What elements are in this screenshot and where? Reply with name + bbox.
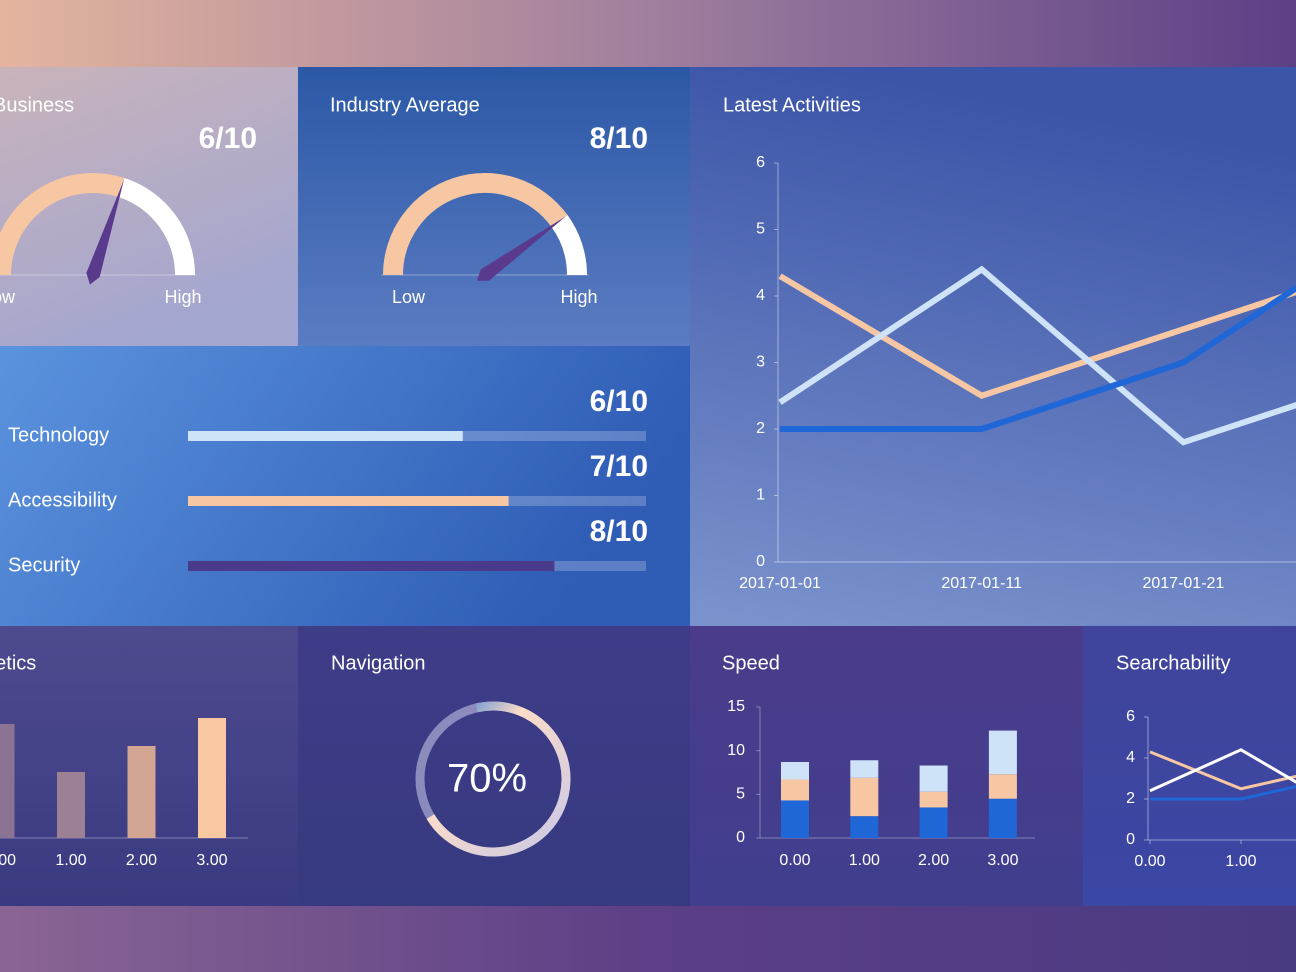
bar-segment: [850, 777, 879, 817]
panel-title: Latest Activities: [723, 94, 861, 116]
panel-title: Aesthetics: [0, 652, 36, 674]
bar-segment: [850, 760, 879, 778]
value-label: 8/10: [590, 122, 648, 155]
y-tick-label: 4: [756, 287, 765, 304]
panel-speed: Speed 0 5 10 15 0.00 1.00 2.00 3.00: [690, 626, 1083, 906]
gauge-track: [118, 177, 195, 276]
value-label: 70%: [447, 757, 527, 801]
panel-progress: Technology 6/10 Accessibility 7/10 Security 8…: [0, 346, 690, 626]
min-label: Low: [392, 287, 426, 307]
x-tick-label: 1.00: [1225, 853, 1256, 870]
x-tick-label: 2.00: [918, 852, 949, 869]
background-top: [0, 0, 1296, 67]
y-tick-label: 4: [1126, 749, 1135, 766]
y-tick-label: 15: [727, 698, 745, 715]
y-tick-label: 2: [1126, 790, 1135, 807]
max-label: High: [164, 287, 201, 307]
background-bottom: [0, 906, 1296, 972]
series-line: [1149, 748, 1296, 793]
progress-bar: [188, 561, 555, 571]
y-tick-label: 1: [756, 487, 765, 504]
x-tick-label: 3.00: [196, 852, 227, 869]
y-tick-label: 0: [1126, 831, 1135, 848]
value-label: 8/10: [590, 515, 648, 548]
x-tick-label: 2.00: [126, 852, 157, 869]
x-tick-label: 2017-01-21: [1142, 575, 1224, 592]
x-tick-label: 2017-01-01: [739, 575, 821, 592]
category-label: Technology: [8, 424, 109, 446]
bar: [57, 772, 85, 838]
bar-segment: [781, 762, 809, 780]
panel-industry: Industry Average 8/10 Low High: [298, 67, 690, 346]
progress-bar: [188, 431, 463, 441]
gauge-needle: [86, 179, 124, 285]
bar-segment: [988, 730, 1017, 775]
panel-bg: [298, 67, 690, 346]
bar-segment: [919, 791, 948, 808]
panel-bg: [0, 346, 690, 626]
series-line: [778, 265, 1296, 446]
progress-bar: [188, 496, 509, 506]
gauge-track: [551, 215, 587, 276]
series-line: [780, 284, 1296, 432]
panel-searchability: Searchability 0 2 4 6 0.00 1.00: [1083, 626, 1296, 906]
panel-navigation: Navigation 70%: [298, 626, 690, 906]
y-tick-label: 10: [727, 742, 745, 759]
x-tick-label: 1.00: [849, 852, 880, 869]
bar-segment: [919, 807, 948, 838]
x-tick-label: 3.00: [987, 852, 1018, 869]
bar-segment: [781, 800, 809, 838]
y-tick-label: 0: [736, 829, 745, 846]
category-label: Accessibility: [8, 489, 117, 511]
panel-title: Speed: [722, 652, 780, 674]
y-tick-label: 5: [736, 786, 745, 803]
bar-segment: [781, 779, 809, 801]
panel-title: Navigation: [331, 652, 426, 674]
y-tick-label: 2: [756, 420, 765, 437]
x-tick-label: 0.00: [779, 852, 810, 869]
panel-bg: [690, 67, 1296, 626]
gauge-value: [383, 173, 568, 276]
bar: [198, 718, 226, 838]
bar-segment: [988, 774, 1017, 799]
panel-bg: [298, 626, 690, 906]
max-label: High: [560, 287, 597, 307]
bar-segment: [919, 765, 948, 792]
panel-title: Industry Average: [330, 94, 480, 116]
value-label: 6/10: [199, 122, 257, 155]
y-tick-label: 5: [756, 221, 765, 238]
value-label: 6/10: [590, 385, 648, 418]
x-tick-label: 2017-01-11: [941, 575, 1022, 592]
y-tick-label: 6: [1126, 708, 1135, 725]
series-line: [1150, 785, 1296, 801]
x-tick-label: 0.00: [1134, 853, 1165, 870]
x-tick-label: 1.00: [55, 852, 86, 869]
panel-aesthetics: Aesthetics 0.00 1.00 2.00 3.00: [0, 626, 298, 906]
panel-title: Business: [0, 94, 74, 116]
gauge-needle: [476, 216, 566, 281]
category-label: Security: [8, 554, 80, 576]
gauge-value: [0, 173, 125, 276]
panel-title: Searchability: [1116, 652, 1231, 674]
y-tick-label: 3: [756, 354, 765, 371]
panel-activities: Latest Activities 0 1 2 3 4 5 6 2017-01-01 2017-0…: [690, 67, 1296, 626]
value-label: 7/10: [590, 450, 648, 483]
panel-bg: [690, 626, 1083, 906]
bar: [127, 746, 156, 838]
donut-value: [426, 701, 571, 857]
x-tick-label: 0.00: [0, 852, 16, 869]
y-tick-label: 6: [756, 154, 765, 171]
bar: [0, 724, 15, 838]
bar-segment: [850, 816, 879, 838]
panel-bg: [1083, 626, 1296, 906]
min-label: Low: [0, 287, 16, 307]
bar-segment: [988, 798, 1017, 838]
y-tick-label: 0: [756, 553, 765, 570]
panel-business: Business 6/10 Low High: [0, 67, 298, 346]
